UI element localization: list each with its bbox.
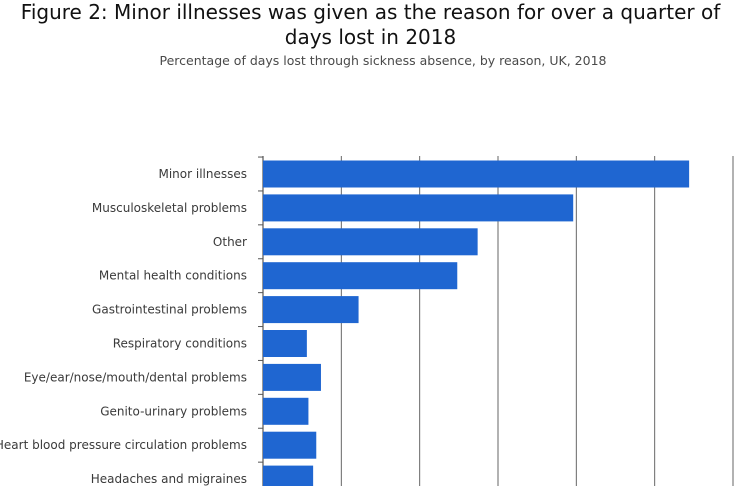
category-label: Eye/ear/nose/mouth/dental problems (24, 370, 247, 384)
chart-subtitle: Percentage of days lost through sickness… (159, 53, 607, 68)
chart-title: Figure 2: Minor illnesses was given as t… (20, 0, 721, 49)
category-label: Other (213, 235, 247, 249)
category-label: Headaches and migraines (91, 472, 247, 486)
category-label: Heart blood pressure circulation problem… (0, 438, 247, 452)
category-label: Mental health conditions (99, 269, 247, 283)
category-label: Gastrointestinal problems (92, 303, 247, 317)
category-label: Minor illnesses (158, 167, 247, 181)
category-label: Musculoskeletal problems (92, 201, 247, 215)
bar (263, 363, 321, 391)
bar (263, 262, 458, 290)
bar (263, 397, 309, 425)
bar (263, 160, 690, 188)
bar (263, 431, 317, 459)
bar (263, 465, 314, 486)
category-labels: Minor illnesses Musculoskeletal problems O… (0, 167, 247, 486)
bar (263, 296, 359, 324)
bar (263, 194, 574, 222)
bar (263, 228, 478, 256)
category-label: Respiratory conditions (113, 337, 247, 351)
category-label: Genito-urinary problems (100, 404, 247, 418)
bars (263, 160, 690, 486)
bar (263, 330, 307, 357)
